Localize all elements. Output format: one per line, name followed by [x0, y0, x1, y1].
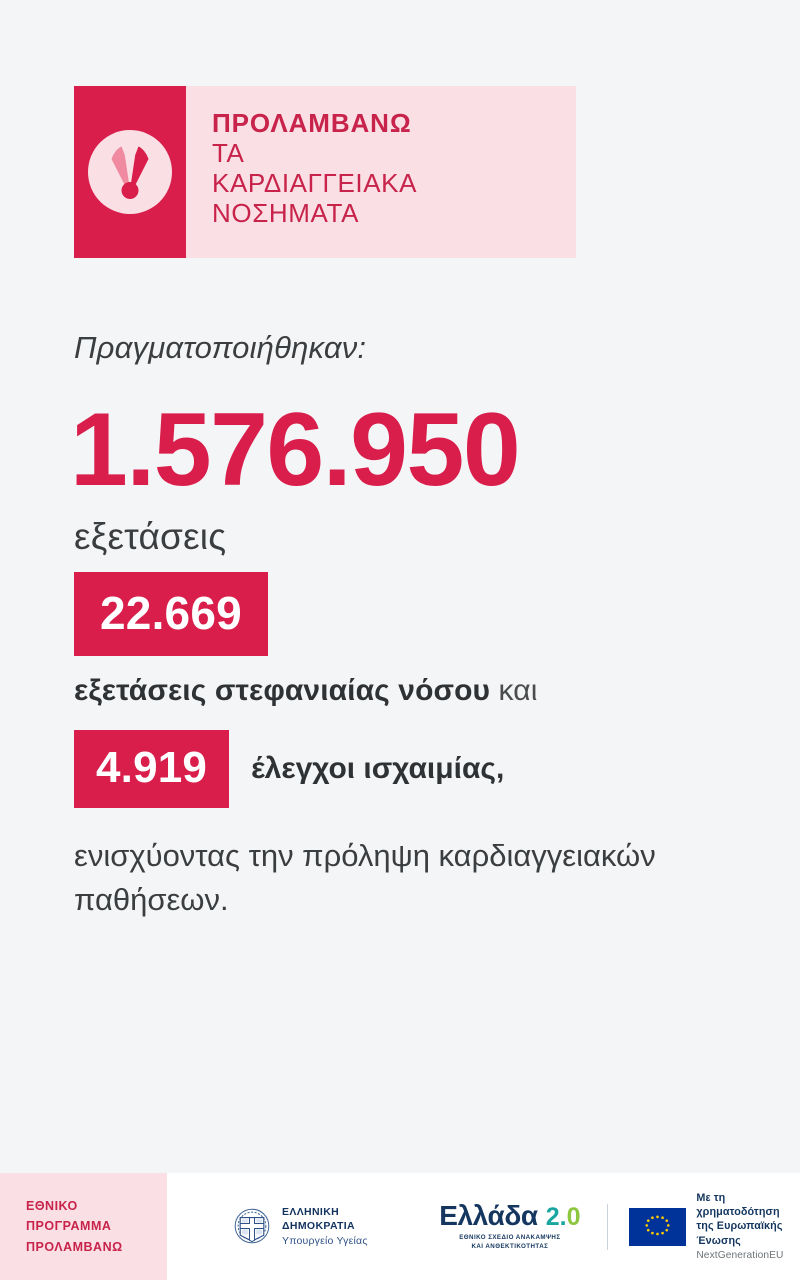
exclamation-dot [121, 182, 139, 199]
ellada-version-two: 2 [545, 1202, 560, 1231]
eu-funding-line-2: της Ευρωπαϊκής Ένωσης [696, 1220, 783, 1247]
logo-title-line-4: ΝΟΣΗΜΑΤΑ [212, 198, 360, 229]
stat-1-caption-weak: και [498, 674, 538, 707]
stat-1-badge: 22.669 [74, 572, 268, 656]
logo-mark [74, 86, 186, 258]
european-union-funding-logo: Με τη χρηματοδότηση της Ευρωπαϊκής Ένωση… [629, 1191, 800, 1263]
program-logo-block: ΠΡΟΛΑΜΒΑΝΩ ΤΑ ΚΑΡΔΙΑΓΓΕΙΑΚΑ ΝΟΣΗΜΑΤΑ [74, 86, 576, 258]
hellenic-republic-logo: ΕΛΛΗΝΙΚΗ ΔΗΜΟΚΡΑΤΙΑ Υπουργείο Υγείας [231, 1205, 387, 1248]
footer-program-brand: ΕΘΝΙΚΟ ΠΡΟΓΡΑΜΜΑ ΠΡΟΛΑΜΒΑΝΩ [0, 1173, 167, 1280]
main-content: Πραγματοποιήθηκαν: 1.576.950 εξετάσεις 2… [70, 330, 754, 922]
footer: ΕΘΝΙΚΟ ΠΡΟΓΡΑΜΜΑ ΠΡΟΛΑΜΒΑΝΩ [0, 1173, 800, 1280]
stat-1-row: 22.669 [74, 572, 754, 656]
exclamation-heart-icon [88, 130, 172, 214]
logo-title-line-3: ΚΑΡΔΙΑΓΓΕΙΑΚΑ [212, 168, 418, 199]
greek-coat-of-arms-icon [234, 1209, 270, 1244]
hellenic-republic-line-2: Υπουργείο Υγείας [282, 1234, 368, 1247]
headline-statistic-unit: εξετάσεις [74, 516, 227, 557]
ellada-subtitle: ΕΘΝΙΚΟ ΣΧΕΔΙΟ ΑΝΑΚΑΜΨΗΣ ΚΑΙ ΑΝΘΕΚΤΙΚΟΤΗΤ… [459, 1233, 560, 1252]
european-union-text: Με τη χρηματοδότηση της Ευρωπαϊκής Ένωση… [696, 1191, 800, 1263]
footer-brand-line-1: ΕΘΝΙΚΟ [26, 1199, 78, 1214]
ellada-subtitle-line-1: ΕΘΝΙΚΟ ΣΧΕΔΙΟ ΑΝΑΚΑΜΨΗΣ [459, 1233, 561, 1241]
logo-title-line-1: ΠΡΟΛΑΜΒΑΝΩ [212, 108, 412, 138]
logo-wordmark: ΠΡΟΛΑΜΒΑΝΩ ΤΑ ΚΑΡΔΙΑΓΓΕΙΑΚΑ ΝΟΣΗΜΑΤΑ [186, 86, 576, 258]
stat-2-caption: έλεγχοι ισχαιμίας, [251, 752, 505, 785]
european-union-flag-icon [629, 1207, 687, 1246]
exclamation-stroke [110, 144, 150, 190]
ellada-wordmark: Ελλάδα 2 . 0 [439, 1199, 581, 1231]
ellada-version-zero: 0 [566, 1202, 581, 1231]
ellada-version-dot: . [559, 1202, 567, 1231]
footer-brand-line-3: ΠΡΟΛΑΜΒΑΝΩ [26, 1239, 123, 1254]
closing-paragraph: ενισχύοντας την πρόληψη καρδιαγγειακών π… [74, 838, 656, 918]
ellada-2-0-logo: Ελλάδα 2 . 0 ΕΘΝΙΚΟ ΣΧΕΔΙΟ ΑΝΑΚΑΜΨΗΣ ΚΑΙ… [439, 1199, 581, 1252]
headline-statistic: 1.576.950 [70, 392, 521, 508]
eu-funding-line-1: Με τη χρηματοδότηση [696, 1191, 780, 1218]
eu-funding-line-3: NextGenerationEU [696, 1249, 784, 1261]
stat-1-caption-strong: εξετάσεις στεφανιαίας νόσου [74, 674, 491, 707]
ellada-word: Ελλάδα [439, 1199, 538, 1231]
stat-2-badge: 4.919 [74, 730, 230, 808]
ellada-subtitle-line-2: ΚΑΙ ΑΝΘΕΚΤΙΚΟΤΗΤΑΣ [471, 1243, 549, 1250]
footer-brand-line-2: ΠΡΟΓΡΑΜΜΑ [26, 1219, 112, 1234]
stat-2-row: 4.919 έλεγχοι ισχαιμίας, [74, 730, 754, 808]
kicker-text: Πραγματοποιήθηκαν: [74, 330, 367, 365]
stat-1-caption: εξετάσεις στεφανιαίας νόσου και [74, 674, 754, 708]
footer-logo-strip: ΕΛΛΗΝΙΚΗ ΔΗΜΟΚΡΑΤΙΑ Υπουργείο Υγείας Ελλ… [167, 1173, 800, 1280]
logo-title-line-2: ΤΑ [212, 138, 245, 169]
hellenic-republic-line-1: ΕΛΛΗΝΙΚΗ ΔΗΜΟΚΡΑΤΙΑ [282, 1205, 355, 1233]
footer-divider [606, 1203, 608, 1250]
hellenic-republic-text: ΕΛΛΗΝΙΚΗ ΔΗΜΟΚΡΑΤΙΑ Υπουργείο Υγείας [282, 1205, 387, 1248]
